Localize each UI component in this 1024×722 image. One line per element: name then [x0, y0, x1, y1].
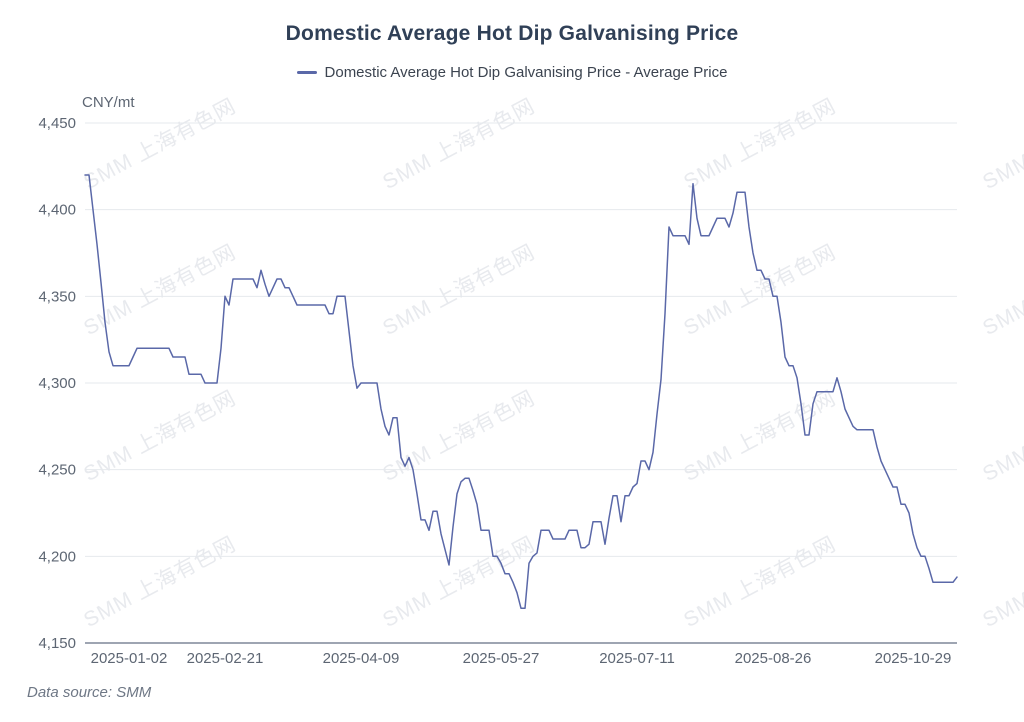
watermark-text: SMM 上海有色网 [379, 94, 539, 194]
y-tick-label: 4,150 [38, 635, 76, 652]
y-tick-label: 4,300 [38, 375, 76, 392]
watermark-text: SMM 上海有色网 [80, 240, 240, 340]
x-tick-label: 2025-07-11 [599, 650, 675, 667]
y-tick-label: 4,250 [38, 462, 76, 479]
legend-line-marker [296, 70, 317, 74]
y-axis-unit-label: CNY/mt [82, 94, 135, 111]
watermark-text: SMM 上海有色网 [979, 386, 1024, 486]
x-tick-label: 2025-08-26 [735, 650, 812, 667]
legend[interactable]: Domestic Average Hot Dip Galvanising Pri… [0, 62, 1024, 82]
watermark-text: SMM 上海有色网 [979, 532, 1024, 632]
watermark-text: SMM 上海有色网 [379, 386, 539, 486]
watermark-text: SMM 上海有色网 [979, 94, 1024, 194]
y-tick-label: 4,400 [38, 202, 76, 219]
watermark-text: SMM 上海有色网 [80, 532, 240, 632]
x-tick-label: 2025-04-09 [323, 650, 400, 667]
x-tick-label: 2025-02-21 [187, 650, 264, 667]
series-line [84, 174, 958, 610]
watermark-text: SMM 上海有色网 [680, 532, 840, 632]
x-tick-label: 2025-05-27 [463, 650, 540, 667]
x-axis-labels: 2025-01-02 2025-02-21 2025-04-09 2025-05-27… [91, 650, 952, 667]
watermark-text: SMM 上海有色网 [379, 532, 539, 632]
watermark-layer: SMM 上海有色网 SMM 上海有色网 SMM 上海有色网 SMM 上海有色网 SMM … [80, 94, 1024, 632]
watermark-text: SMM 上海有色网 [680, 94, 840, 194]
chart-title: Domestic Average Hot Dip Galvanising Pri… [285, 22, 739, 45]
legend-label: Domestic Average Hot Dip Galvanising Pri… [324, 63, 728, 81]
x-tick-label: 2025-10-29 [875, 650, 952, 667]
watermark-text: SMM 上海有色网 [680, 386, 840, 486]
data-source-note: Data source: SMM [27, 684, 152, 701]
x-tick-label: 2025-01-02 [91, 650, 168, 667]
watermark-text: SMM 上海有色网 [680, 240, 840, 340]
y-tick-label: 4,200 [38, 548, 76, 565]
watermark-text: SMM 上海有色网 [80, 386, 240, 486]
gridlines [85, 122, 957, 644]
watermark-text: SMM 上海有色网 [379, 240, 539, 340]
y-tick-label: 4,350 [38, 288, 76, 305]
y-tick-label: 4,450 [38, 115, 76, 132]
y-axis-labels: 4,150 4,200 4,250 4,300 4,350 4,400 4,450 [38, 115, 76, 652]
watermark-text: SMM 上海有色网 [979, 240, 1024, 340]
